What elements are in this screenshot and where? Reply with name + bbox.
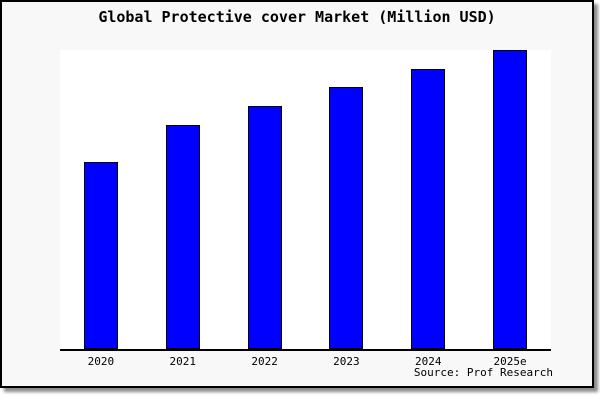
bar-2022 <box>247 106 282 349</box>
x-tick-label-2022: 2022 <box>251 355 278 368</box>
chart-title: Global Protective cover Market (Million … <box>98 8 496 26</box>
bar-2025e <box>493 50 528 349</box>
x-tick-label-2024: 2024 <box>415 355 442 368</box>
bar-2023 <box>329 87 364 349</box>
plot-area <box>60 50 551 351</box>
x-tick-label-2023: 2023 <box>333 355 360 368</box>
bar-2024 <box>411 69 446 349</box>
x-tick-label-2025e: 2025e <box>493 355 527 368</box>
x-axis-labels: 2020 2021 2022 2023 2024 2025e <box>60 355 551 369</box>
bar-2021 <box>165 125 200 349</box>
source-note: Source: Prof Research <box>413 366 553 379</box>
x-tick-label-2020: 2020 <box>87 355 115 368</box>
x-tick-label-2021: 2021 <box>169 355 197 368</box>
bar-2020 <box>83 162 118 349</box>
chart-frame: Global Protective cover Market (Million … <box>0 0 594 388</box>
